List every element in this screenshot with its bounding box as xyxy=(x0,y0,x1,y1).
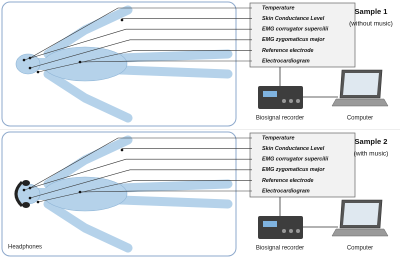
sensor-label: EMG corrugator supercilii xyxy=(262,157,329,163)
electrode xyxy=(22,58,26,62)
sensor-lead xyxy=(37,50,252,73)
electrode xyxy=(78,60,82,64)
electrode xyxy=(36,200,40,204)
limb xyxy=(115,49,233,63)
limb xyxy=(43,5,133,59)
electrode xyxy=(22,188,26,192)
laptop-base xyxy=(331,98,389,107)
sensor-box xyxy=(249,2,356,68)
sensor-lead xyxy=(29,39,252,69)
sensor-lead xyxy=(79,60,252,63)
laptop-display xyxy=(343,73,379,95)
sensor-label: Reference electrode xyxy=(262,178,314,184)
headphones-icon xyxy=(14,180,24,208)
electrode xyxy=(120,18,124,22)
sensor-lead xyxy=(29,169,252,199)
sensor-label: EMG zygomaticus major xyxy=(262,37,326,43)
panel: Temperature Skin Conductance Level EMG cor… xyxy=(1,1,393,127)
limb xyxy=(115,195,233,209)
recorder-icon xyxy=(258,216,303,239)
recorder-label: Biosignal recorder xyxy=(256,116,304,122)
limb xyxy=(43,69,133,123)
ear-cup xyxy=(22,180,30,186)
laptop-display xyxy=(343,203,379,225)
ear-cup xyxy=(22,202,30,208)
neck xyxy=(36,188,46,200)
recorder-knob xyxy=(282,229,286,233)
electrode xyxy=(28,196,32,200)
recorder-label: Biosignal recorder xyxy=(256,246,304,252)
computer-label: Computer xyxy=(347,246,373,252)
sensor-label: Skin Conductance Level xyxy=(262,16,325,22)
sample-title: Sample 1 xyxy=(355,7,388,16)
recorder-knob xyxy=(282,99,286,103)
sensor-lead xyxy=(79,190,252,193)
computer-label: Computer xyxy=(347,116,373,122)
electrode xyxy=(120,148,124,152)
limb xyxy=(115,65,233,79)
headphones-label: Headphones xyxy=(8,245,42,251)
sensor-lead xyxy=(29,137,252,189)
sensor-label: Temperature xyxy=(262,5,294,11)
sample-title: Sample 2 xyxy=(355,137,388,146)
recorder-knob xyxy=(296,229,300,233)
panel: Headphones Temperature Skin Conductance Le… xyxy=(1,131,389,257)
sensor-label: Skin Conductance Level xyxy=(262,146,325,152)
limb xyxy=(43,135,133,189)
sensor-label: Electrocardiogram xyxy=(262,58,310,64)
recorder-icon xyxy=(258,86,303,109)
sample-subtitle: (with music) xyxy=(354,151,389,158)
sensor-label: EMG corrugator supercilii xyxy=(262,27,329,33)
limb xyxy=(43,199,133,253)
recorder-knob xyxy=(289,99,293,103)
recorder-display xyxy=(263,221,277,227)
sensor-label: Electrocardiogram xyxy=(262,188,310,194)
torso xyxy=(42,46,128,82)
laptop-base xyxy=(331,228,389,237)
electrode xyxy=(36,70,40,74)
torso xyxy=(42,176,128,212)
electrode xyxy=(78,190,82,194)
sensor-lead xyxy=(37,180,252,203)
sensor-label: Temperature xyxy=(262,135,294,141)
limb xyxy=(115,179,233,193)
recorder-knob xyxy=(296,99,300,103)
sensor-lead xyxy=(23,28,252,61)
sensor-lead xyxy=(23,158,252,191)
head xyxy=(15,53,41,75)
sample-subtitle: (without music) xyxy=(349,21,393,28)
sensor-lead xyxy=(29,7,252,59)
recorder-knob xyxy=(289,229,293,233)
sensor-label: EMG zygomaticus major xyxy=(262,167,326,173)
neck xyxy=(36,58,46,70)
sensor-box xyxy=(249,132,356,198)
sensor-label: Reference electrode xyxy=(262,48,314,54)
recorder-display xyxy=(263,91,277,97)
electrode xyxy=(28,66,32,70)
